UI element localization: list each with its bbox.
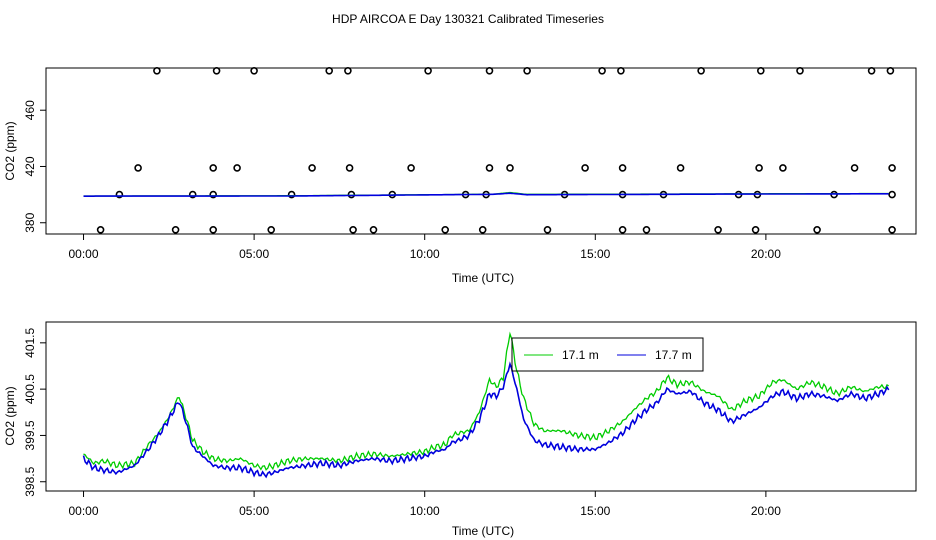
- scatter-point: [369, 226, 378, 234]
- bottom-y-tick-label: 398.5: [23, 466, 37, 496]
- scatter-point: [751, 226, 760, 234]
- scatter-point: [209, 226, 217, 234]
- legend-label-green: 17.1 m: [562, 348, 599, 362]
- scatter-point: [250, 67, 258, 75]
- scatter-point: [888, 164, 896, 172]
- scatter-point: [618, 164, 627, 172]
- scatter-point: [813, 226, 821, 234]
- top-x-tick-label: 20:00: [751, 247, 781, 261]
- bottom-series-17-1-m: [83, 331, 890, 471]
- top-x-tick-label: 10:00: [410, 247, 440, 261]
- scatter-point: [618, 226, 627, 234]
- scatter-point: [886, 67, 895, 75]
- scatter-point: [441, 226, 450, 234]
- scatter-point: [349, 226, 357, 234]
- scatter-point: [779, 164, 787, 172]
- bottom-x-tick-label: 10:00: [410, 504, 440, 518]
- scatter-point: [171, 226, 180, 234]
- bottom-series-lines: [82, 331, 890, 479]
- scatter-point: [697, 67, 705, 75]
- bottom-x-tick-label: 05:00: [239, 504, 269, 518]
- scatter-point: [755, 164, 763, 172]
- scatter-point: [543, 226, 552, 234]
- scatter-point: [96, 226, 105, 234]
- top-series-17-7-m: [83, 192, 889, 197]
- scatter-point: [478, 226, 487, 234]
- bottom-x-tick-label: 20:00: [751, 504, 781, 518]
- scatter-point: [714, 226, 722, 234]
- bottom-series-17-7-m: [82, 361, 890, 479]
- scatter-point: [523, 67, 531, 75]
- bottom-x-tick-label: 15:00: [580, 504, 610, 518]
- bottom-plot-frame: [45, 321, 917, 492]
- top-panel: 00:00 05:00 10:00 15:00 20:00 380 420 460 Time …: [3, 67, 917, 285]
- bottom-y-tick-label: 399.5: [23, 420, 37, 450]
- scatter-point: [233, 164, 241, 172]
- scatter-point: [188, 190, 197, 199]
- scatter-point: [581, 164, 589, 172]
- scatter-point: [212, 67, 221, 75]
- legend-label-blue: 17.7 m: [655, 348, 692, 362]
- top-x-tick-label: 00:00: [69, 247, 99, 261]
- top-y-tick-label: 380: [23, 212, 37, 232]
- bottom-y-tick-label: 401.5: [23, 327, 37, 357]
- scatter-point: [134, 164, 142, 172]
- scatter-point: [485, 164, 494, 172]
- bottom-y-tick-label: 400.5: [23, 374, 37, 404]
- scatter-point: [676, 164, 685, 172]
- bottom-y-axis-label: CO2 (ppm): [3, 386, 17, 445]
- scatter-point: [796, 67, 804, 75]
- top-x-tick-label: 15:00: [580, 247, 610, 261]
- scatter-point: [153, 67, 161, 75]
- scatter-point: [115, 190, 124, 199]
- top-scatter-points: [96, 67, 896, 234]
- top-y-tick-label: 420: [23, 156, 37, 176]
- top-plot-frame: [45, 67, 917, 235]
- legend: 17.1 m 17.7 m: [511, 337, 704, 372]
- scatter-point: [867, 67, 876, 75]
- scatter-point: [617, 67, 625, 75]
- scatter-point: [756, 67, 765, 75]
- scatter-point: [407, 164, 415, 172]
- scatter-point: [506, 164, 514, 172]
- scatter-point: [267, 226, 276, 234]
- scatter-point: [209, 190, 217, 199]
- scatter-point: [424, 67, 432, 75]
- scatter-point: [850, 164, 859, 172]
- scatter-point: [888, 190, 896, 199]
- top-y-tick-label: 460: [23, 100, 37, 120]
- bottom-x-axis-label: Time (UTC): [452, 524, 514, 538]
- scatter-point: [642, 226, 651, 234]
- top-x-tick-label: 05:00: [239, 247, 269, 261]
- scatter-point: [598, 67, 606, 75]
- scatter-point: [209, 164, 217, 172]
- scatter-point: [344, 67, 352, 75]
- scatter-point: [345, 164, 354, 172]
- top-axis-ticks: 00:00 05:00 10:00 15:00 20:00 380 420 460: [23, 100, 781, 261]
- scatter-point: [287, 190, 296, 199]
- legend-box: [511, 337, 704, 372]
- scatter-point: [888, 226, 896, 234]
- top-y-axis-label: CO2 (ppm): [3, 121, 17, 180]
- bottom-axis-ticks: 00:00 05:00 10:00 15:00 20:00 398.5 399.5 400.5…: [23, 327, 781, 518]
- chart-title: HDP AIRCOA E Day 130321 Calibrated Times…: [332, 12, 604, 26]
- scatter-point: [485, 67, 494, 75]
- scatter-point: [325, 67, 334, 75]
- bottom-panel: 00:00 05:00 10:00 15:00 20:00 398.5 399.5 400.5…: [3, 321, 917, 538]
- scatter-point: [308, 164, 316, 172]
- top-series-lines: [83, 191, 889, 197]
- bottom-x-tick-label: 00:00: [69, 504, 99, 518]
- top-x-axis-label: Time (UTC): [452, 271, 514, 285]
